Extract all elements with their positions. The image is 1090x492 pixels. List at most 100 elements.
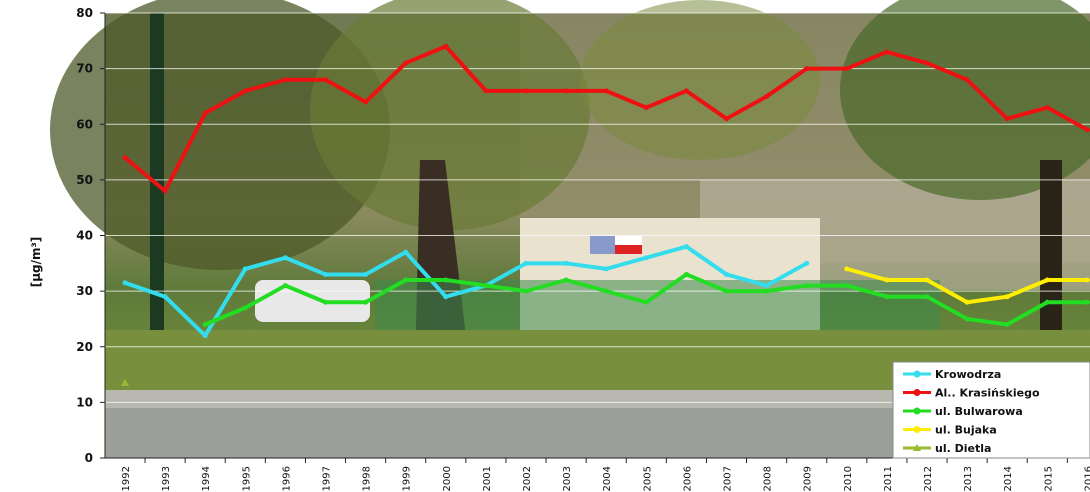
data-point-al-krasi-skiego-1992 [122,155,128,161]
data-point-al-krasi-skiego-1995 [242,88,248,94]
x-tick-label-1994: 1994 [201,466,212,491]
data-point-al-krasi-skiego-1994 [202,110,208,116]
data-point-ul-bujaka-2014 [1004,294,1010,300]
x-tick-label-2009: 2009 [803,466,814,491]
legend-label-ul-bulwarowa: ul. Bulwarowa [935,405,1023,418]
y-tick-label-70: 70 [76,62,93,76]
data-point-al-krasi-skiego-1998 [363,99,369,105]
x-tick-label-1993: 1993 [161,466,172,491]
data-point-ul-bulwarowa-2006 [683,271,689,277]
data-point-ul-bujaka-2010 [844,266,850,272]
x-tick-label-1999: 1999 [402,466,413,491]
data-point-al-krasi-skiego-1996 [282,77,288,83]
data-point-al-krasi-skiego-2008 [764,93,770,99]
data-point-krowodrza-2009 [804,260,810,266]
x-tick-label-2012: 2012 [923,466,934,491]
data-point-ul-bulwarowa-1994 [202,322,208,327]
data-point-krowodrza-2006 [683,244,689,250]
data-point-al-krasi-skiego-2010 [844,66,850,72]
legend-marker-ul-dietla [913,444,921,451]
data-point-krowodrza-1995 [242,266,248,272]
x-tick-label-1997: 1997 [322,466,333,491]
y-tick-label-40: 40 [76,229,93,243]
data-point-al-krasi-skiego-1997 [323,77,328,83]
x-tick-label-2003: 2003 [562,466,573,491]
x-tick-label-1992: 1992 [121,466,132,491]
data-point-ul-bujaka-2013 [964,299,970,305]
data-point-al-krasi-skiego-2006 [683,88,689,94]
series-layer [121,43,1090,386]
series-ul-bujaka [844,266,1090,305]
data-point-al-krasi-skiego-2016 [1084,127,1090,133]
data-point-al-krasi-skiego-2003 [563,88,569,94]
data-point-krowodrza-1996 [282,255,288,261]
data-point-krowodrza-2008 [764,283,770,289]
data-point-krowodrza-2003 [563,260,569,266]
x-tick-label-1996: 1996 [281,466,292,491]
legend-label-ul-dietla: ul. Dietla [935,442,991,455]
legend-marker-ul-bulwarowa [913,407,921,415]
data-point-ul-bulwarowa-2014 [1004,322,1010,327]
data-point-ul-bulwarowa-2011 [884,294,890,300]
data-point-ul-bulwarowa-1998 [363,299,369,305]
y-tick-label-20: 20 [76,340,93,354]
data-point-ul-bulwarowa-2001 [483,283,489,289]
x-tick-label-2000: 2000 [442,466,453,491]
x-tick-label-2015: 2015 [1043,466,1054,491]
data-point-al-krasi-skiego-2002 [523,88,529,94]
series-krowodrza [122,244,810,339]
data-point-al-krasi-skiego-2014 [1004,116,1010,122]
legend-marker-krowodrza [913,370,921,378]
data-point-al-krasi-skiego-2011 [884,49,890,55]
data-point-al-krasi-skiego-2013 [964,77,970,83]
data-point-krowodrza-2007 [724,271,729,277]
data-point-al-krasi-skiego-2004 [603,88,609,94]
x-tick-label-2006: 2006 [682,466,693,491]
data-point-krowodrza-2002 [523,260,529,266]
legend: Krowodrza Al.. Krasińskiego ul. Bulwarowa u… [892,361,1090,459]
data-point-ul-bulwarowa-2002 [523,288,529,294]
gridlines [105,12,1090,403]
y-tick-label-60: 60 [76,117,93,131]
series-line-krowodrza-0 [123,244,809,338]
data-point-al-krasi-skiego-1993 [162,188,168,194]
data-point-ul-bulwarowa-1995 [242,305,248,311]
x-tick-label-2014: 2014 [1003,466,1014,491]
data-point-ul-bujaka-2012 [924,277,930,283]
y-tick-label-30: 30 [76,284,93,298]
data-point-ul-bulwarowa-2004 [603,288,609,294]
data-point-al-krasi-skiego-2001 [483,88,489,94]
data-point-ul-bulwarowa-2003 [563,277,569,283]
series-ul-bulwarowa [202,271,1090,327]
data-point-ul-bulwarowa-1997 [323,299,328,305]
x-tick-label-2011: 2011 [883,466,894,491]
data-point-al-krasi-skiego-2015 [1044,105,1050,111]
data-point-krowodrza-1994 [202,333,208,339]
data-point-krowodrza-1997 [323,271,328,277]
y-tick-label-0: 0 [85,451,93,465]
data-point-krowodrza-1999 [403,249,409,255]
data-point-krowodrza-1998 [363,271,369,277]
legend-marker-ul-bujaka [913,426,921,433]
x-tick-label-2013: 2013 [963,466,974,491]
data-point-al-krasi-skiego-2005 [643,105,649,111]
x-tick-label-2010: 2010 [843,466,854,491]
data-point-krowodrza-2005 [643,255,649,261]
data-point-krowodrza-1992 [122,280,128,286]
legend-marker-al-krasi-skiego [913,389,921,396]
data-point-ul-bulwarowa-2010 [844,283,850,289]
data-point-ul-bulwarowa-2013 [964,316,970,322]
legend-label-ul-bujaka: ul. Bujaka [935,424,997,437]
x-tick-label-2004: 2004 [602,466,613,491]
data-point-ul-bujaka-2011 [884,277,890,283]
legend-label-krowodrza: Krowodrza [935,368,1001,381]
x-tick-label-1998: 1998 [362,466,373,491]
x-tick-label-2002: 2002 [522,466,533,491]
y-tick-label-80: 80 [76,6,93,20]
y-tick-label-10: 10 [76,395,93,409]
data-point-krowodrza-2000 [443,294,449,300]
data-point-al-krasi-skiego-1999 [403,60,409,66]
x-tick-label-2008: 2008 [763,466,774,491]
legend-label-al-krasi-skiego: Al.. Krasińskiego [935,387,1040,400]
